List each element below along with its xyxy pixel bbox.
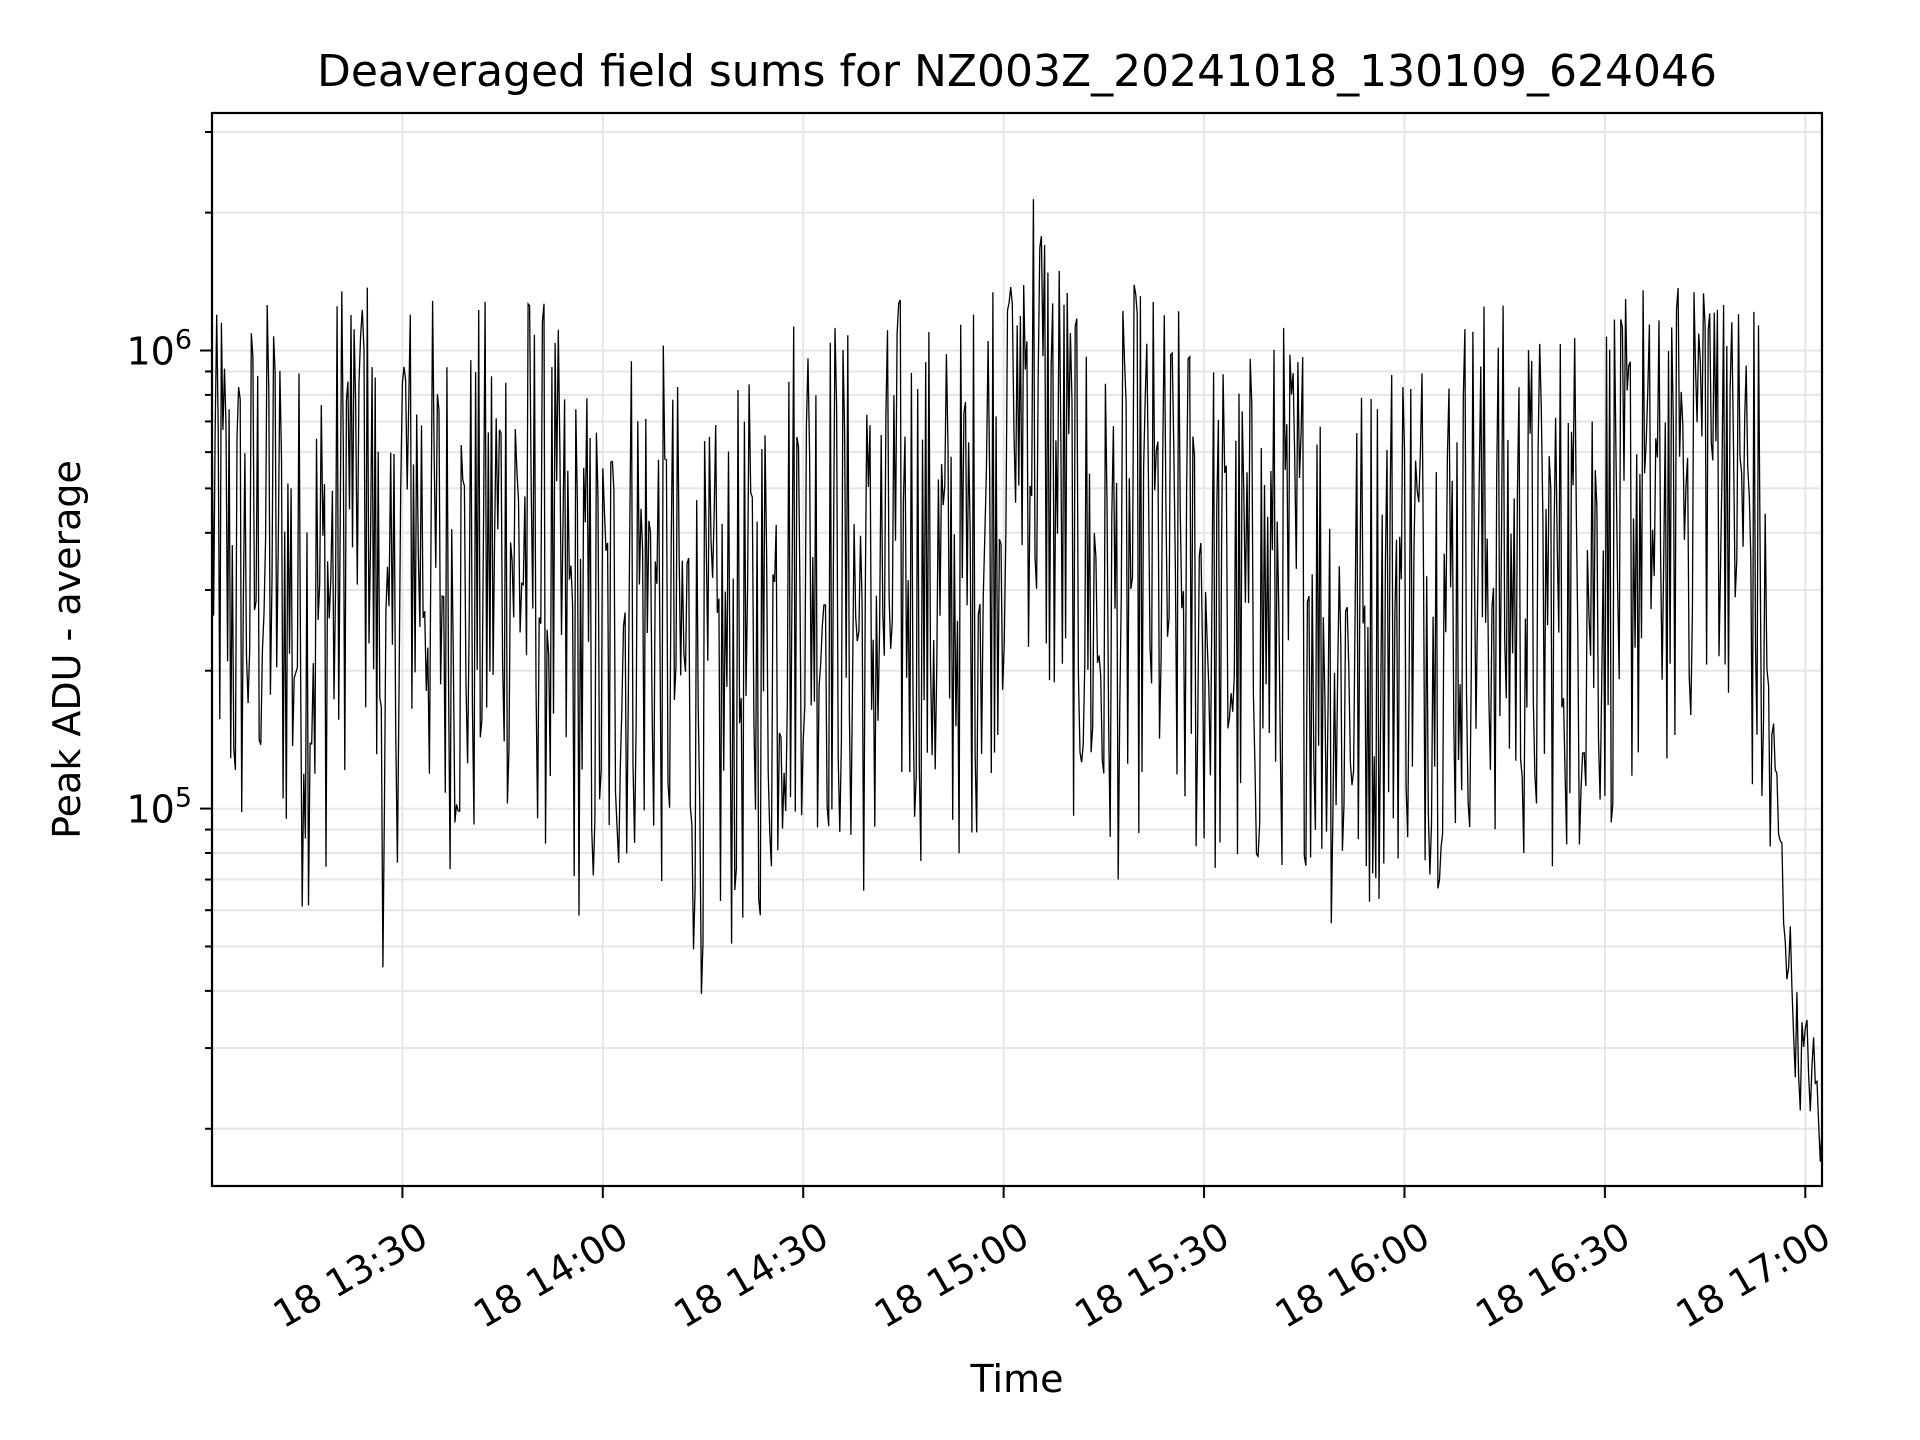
x-tick-label: 18 15:30 [1067, 1214, 1236, 1337]
y-tick-label: 106 [126, 325, 192, 374]
x-tick-label: 18 16:00 [1268, 1214, 1437, 1337]
y-tick-label: 105 [126, 783, 192, 832]
plot-area-frame [210, 111, 1824, 1188]
x-tick-label: 18 15:00 [867, 1214, 1036, 1337]
x-axis-label: Time [970, 1357, 1064, 1401]
data-series-line [211, 199, 1823, 1162]
y-axis-label: Peak ADU - average [45, 460, 89, 839]
chart-title: Deaveraged field sums for NZ003Z_2024101… [317, 46, 1717, 97]
x-tick-label: 18 16:30 [1468, 1214, 1637, 1337]
x-tick-label: 18 17:00 [1669, 1214, 1838, 1337]
x-tick-label: 18 13:30 [266, 1214, 435, 1337]
x-tick-label: 18 14:30 [667, 1214, 836, 1337]
x-tick-label: 18 14:00 [466, 1214, 635, 1337]
